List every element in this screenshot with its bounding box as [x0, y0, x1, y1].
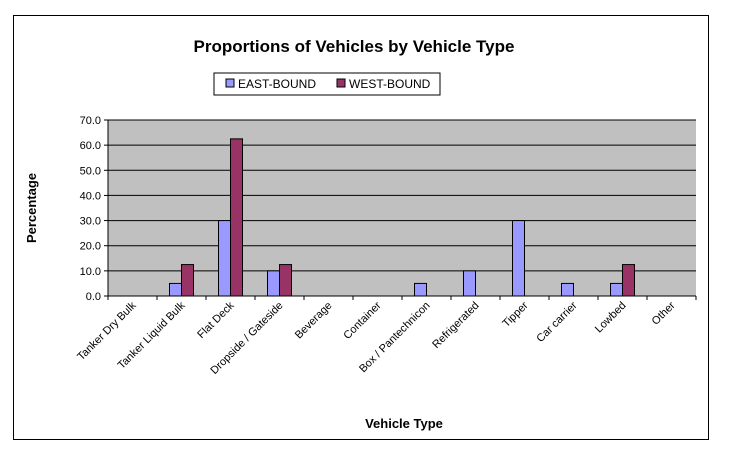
bar-east-bound-refrigerated	[463, 270, 476, 297]
bar-east-bound-box-pantechnicon	[414, 282, 427, 297]
legend-label-west-bound: WEST-BOUND	[349, 77, 431, 91]
bar-east-bound-dropside-gateside	[267, 270, 280, 297]
y-tick-label: 60.0	[80, 140, 101, 152]
y-tick-label: 0.0	[86, 291, 101, 303]
y-tick-label: 20.0	[80, 241, 101, 253]
bar-east-bound-flat-deck	[218, 220, 231, 297]
bar-west-bound-dropside-gateside	[279, 264, 292, 297]
x-tick-label-refrigerated: Refrigerated	[430, 300, 481, 351]
x-tick-label-beverage: Beverage	[293, 300, 335, 342]
y-tick-label: 40.0	[80, 190, 101, 202]
legend-swatch-west-bound	[336, 78, 346, 88]
bar-east-bound-lowbed	[610, 282, 623, 297]
x-axis-title: Vehicle Type	[365, 416, 443, 431]
y-tick-label: 10.0	[80, 266, 101, 278]
y-axis-ticks: 0.0 10.0 20.0 30.0 40.0 50.0 60.0 70.0	[80, 115, 108, 303]
y-axis-title: Percentage	[24, 173, 39, 243]
legend: EAST-BOUND WEST-BOUND	[213, 72, 441, 96]
bar-west-bound-tanker-liquid-bulk	[181, 264, 194, 297]
chart-title: Proportions of Vehicles by Vehicle Type	[194, 37, 515, 56]
legend-box	[213, 72, 441, 96]
bars	[169, 138, 635, 297]
y-tick-label: 30.0	[80, 216, 101, 228]
bar-west-bound-flat-deck	[230, 138, 243, 297]
bar-west-bound-lowbed	[622, 264, 635, 297]
x-tick-label-container: Container	[341, 299, 383, 341]
y-tick-label: 50.0	[80, 165, 101, 177]
x-tick-label-lowbed: Lowbed	[593, 300, 629, 336]
bar-east-bound-tipper	[512, 220, 525, 297]
bar-east-bound-tanker-liquid-bulk	[169, 282, 182, 297]
gridlines	[108, 119, 696, 272]
x-tick-label-tipper: Tipper	[500, 299, 530, 329]
x-tick-label-car-carrier: Car carrier	[534, 299, 579, 344]
bar-east-bound-car-carrier	[561, 282, 574, 297]
x-tick-label-flat-deck: Flat Deck	[195, 299, 237, 341]
legend-swatch-east-bound	[225, 78, 235, 88]
x-tick-label-other: Other	[650, 299, 678, 327]
y-tick-label: 70.0	[80, 115, 101, 127]
plot-area	[108, 120, 696, 296]
legend-label-east-bound: EAST-BOUND	[238, 77, 316, 91]
